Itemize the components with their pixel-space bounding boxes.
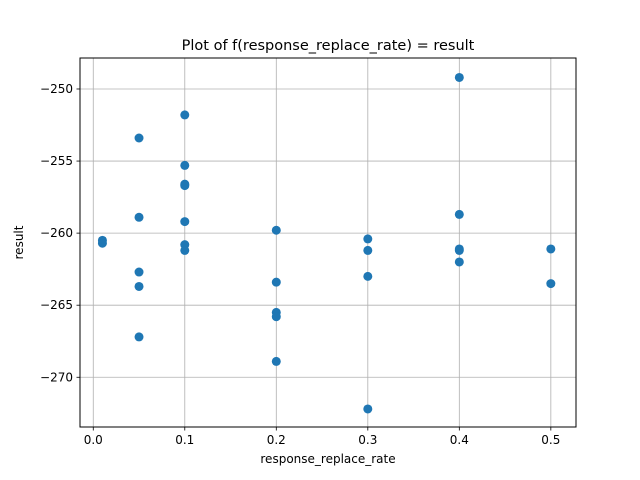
- data-point: [271, 312, 281, 322]
- x-tick-label: 0.4: [450, 433, 469, 447]
- data-point: [363, 234, 373, 244]
- data-point: [97, 238, 107, 248]
- x-tick-label: 0.3: [358, 433, 377, 447]
- data-point: [454, 209, 464, 219]
- data-points: [97, 72, 556, 414]
- data-point: [180, 160, 190, 170]
- data-point: [271, 277, 281, 287]
- data-point: [180, 245, 190, 255]
- data-point: [134, 281, 144, 291]
- data-point: [134, 212, 144, 222]
- x-tick-label: 0.5: [541, 433, 560, 447]
- axis-ticks: 0.0 0.1 0.2 0.3 0.4 0.5 −250 −255 −260 −265 −270: [40, 82, 560, 447]
- y-axis-title: result: [12, 225, 26, 259]
- y-tick-label: −265: [40, 298, 73, 312]
- data-point: [271, 225, 281, 235]
- plot-frame: [79, 57, 577, 428]
- data-point: [134, 332, 144, 342]
- y-tick-label: −250: [40, 82, 73, 96]
- data-point: [546, 244, 556, 254]
- y-tick-label: −270: [40, 370, 73, 384]
- x-tick-label: 0.0: [84, 433, 103, 447]
- data-point: [363, 245, 373, 255]
- data-point: [546, 279, 556, 289]
- x-tick-label: 0.1: [175, 433, 194, 447]
- x-tick-label: 0.2: [267, 433, 286, 447]
- data-point: [180, 110, 190, 120]
- y-tick-label: −260: [40, 226, 73, 240]
- grid: [80, 58, 576, 427]
- data-point: [454, 257, 464, 267]
- data-point: [454, 72, 464, 82]
- x-axis-title: response_replace_rate: [260, 452, 395, 466]
- data-point: [134, 133, 144, 143]
- data-point: [180, 217, 190, 227]
- data-point: [363, 404, 373, 414]
- data-point: [271, 356, 281, 366]
- chart-title: Plot of f(response_replace_rate) = resul…: [182, 38, 475, 54]
- data-point: [363, 271, 373, 281]
- data-point: [454, 245, 464, 255]
- data-point: [180, 181, 190, 191]
- data-point: [134, 267, 144, 277]
- y-tick-label: −255: [40, 154, 73, 168]
